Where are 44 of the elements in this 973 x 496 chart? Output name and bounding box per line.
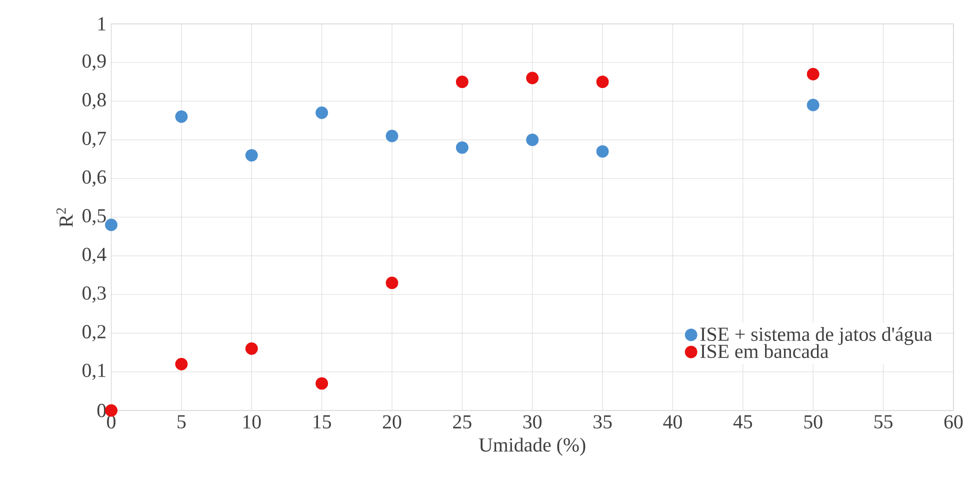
point: [526, 134, 539, 146]
x-tick-label: 5: [178, 415, 186, 429]
y-tick-label: 0,9: [82, 54, 106, 71]
x-tick-label: 10: [243, 415, 261, 429]
point: [526, 72, 539, 84]
point: [806, 68, 820, 81]
point: [386, 130, 398, 142]
y-tick-label: 0,3: [82, 286, 106, 303]
x-axis-title: Umidade (%): [478, 438, 586, 456]
y-tick-label: 0,5: [82, 209, 106, 226]
x-tick-label: 30: [523, 415, 542, 429]
x-tick-label: 45: [733, 415, 752, 429]
point: [456, 142, 468, 154]
x-tick-label: 55: [874, 415, 892, 429]
point: [245, 342, 258, 356]
point: [245, 149, 258, 162]
y-tick-label: 1: [98, 17, 106, 31]
point: [175, 358, 188, 371]
x-tick-label: 25: [453, 415, 472, 429]
point: [175, 110, 188, 124]
x-tick-label: 60: [944, 415, 963, 429]
point: [105, 218, 118, 232]
x-tick-label: 50: [804, 415, 822, 429]
x-tick-label: 35: [594, 415, 612, 429]
x-tick-label: 40: [663, 415, 682, 429]
point: [456, 76, 468, 88]
y-tick-label: 0: [97, 404, 106, 418]
point: [316, 377, 328, 390]
y-tick-label: 0,1: [82, 364, 106, 380]
point: [596, 145, 609, 158]
y-tick-label: 0,2: [82, 325, 106, 342]
point: [806, 99, 820, 112]
legend-label: ISE + sistema de jatos d'água: [700, 327, 932, 346]
y-tick-label: 0,7: [82, 132, 106, 148]
point: [316, 106, 328, 120]
y-tick-label: 0,4: [82, 248, 106, 264]
x-tick-label: 15: [314, 415, 331, 429]
legend-label: ISE em bancada: [700, 344, 828, 358]
point: [386, 276, 398, 290]
y-tick-label: 0,6: [82, 170, 106, 187]
y-axis-title: R$^{2}$: [56, 208, 73, 228]
point: [596, 76, 609, 88]
y-tick-label: 0,8: [82, 93, 106, 110]
x-tick-label: 20: [382, 415, 402, 429]
